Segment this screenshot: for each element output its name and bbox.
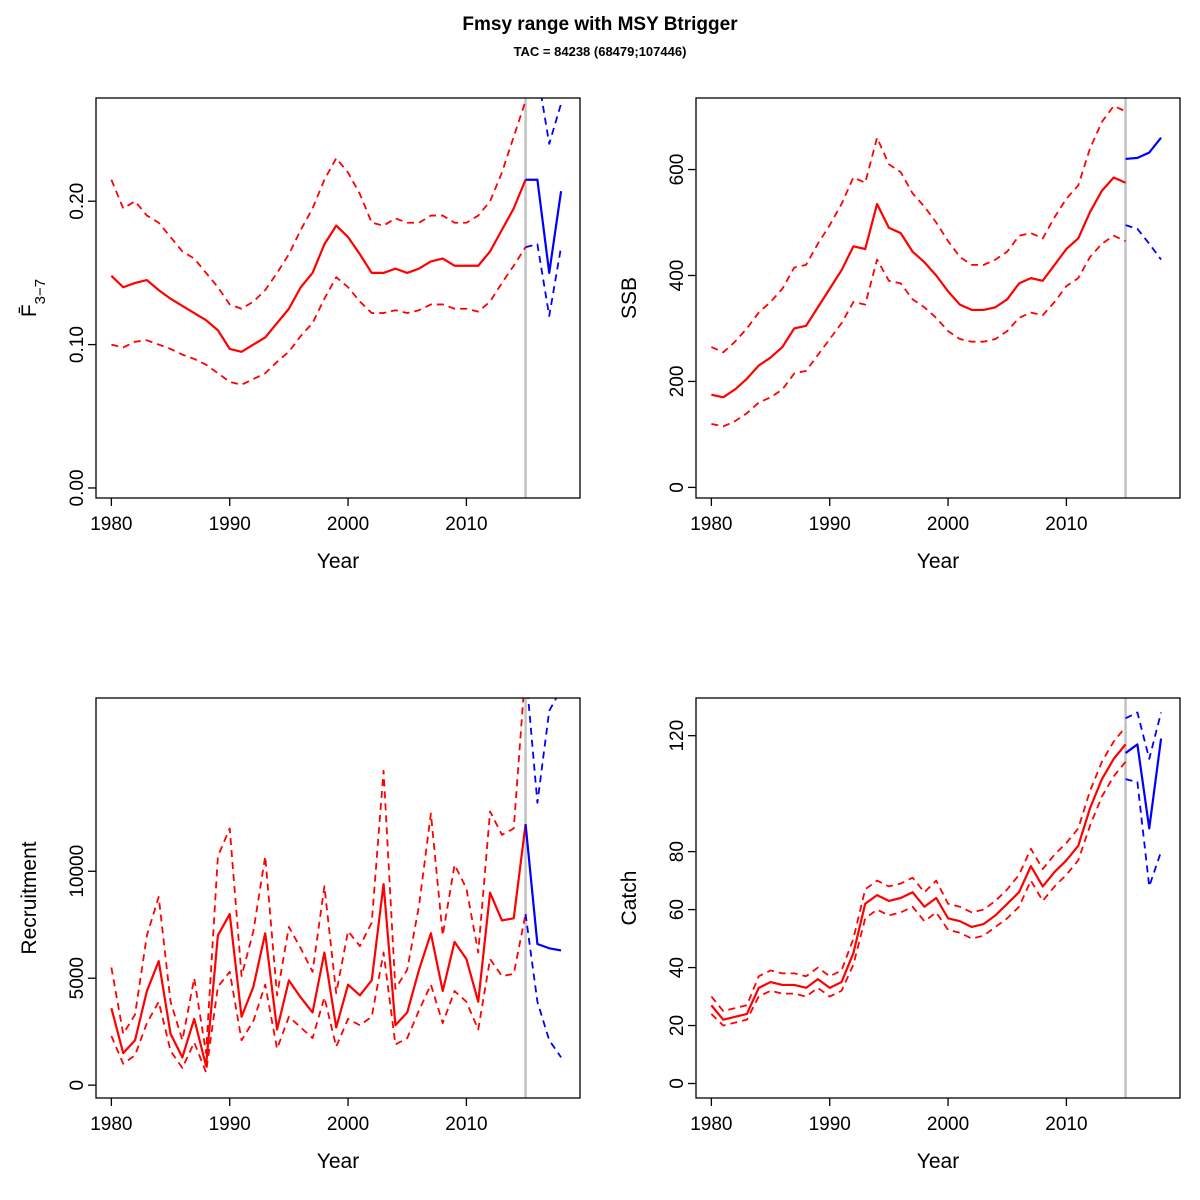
ssb-x-tick-label: 2000 bbox=[927, 514, 969, 535]
catch-y-tick-label: 20 bbox=[667, 1015, 688, 1036]
catch-history-upper-line bbox=[710, 726, 1127, 1012]
chart-title: Fmsy range with MSY Btrigger bbox=[462, 14, 738, 35]
recruitment-plot-box bbox=[95, 697, 581, 1099]
recruitment-plot: 1980 1990 2000 2010 0 5000 10000 Year Recruitmen… bbox=[18, 697, 581, 1173]
catch-panel: 1980 1990 2000 2010 0 20 40 60 80 120 Year Catch bbox=[600, 600, 1200, 1200]
catch-forecast-upper-line bbox=[1125, 711, 1162, 760]
ssb-history-median-line bbox=[711, 176, 1127, 399]
ssb-plot-box bbox=[695, 97, 1181, 499]
recruitment-panel: 1980 1990 2000 2010 0 5000 10000 Year Recruitmen… bbox=[0, 600, 600, 1200]
catch-history-lower-line bbox=[710, 761, 1127, 1027]
catch-y-tick-label: 40 bbox=[667, 957, 688, 978]
fbar-forecast-upper-line bbox=[540, 98, 562, 145]
fbar-forecast-median-line bbox=[525, 178, 563, 275]
ssb-x-tick-label: 1990 bbox=[809, 514, 851, 535]
fbar-x-tick-label: 2000 bbox=[327, 514, 369, 535]
recruitment-x-axis-title: Year bbox=[317, 1150, 359, 1173]
ssb-y-tick-label: 200 bbox=[667, 366, 688, 398]
catch-x-axis-title: Year bbox=[917, 1150, 959, 1173]
recruitment-forecast-lower-line bbox=[524, 913, 562, 1058]
ssb-panel: 1980 1990 2000 2010 0 200 400 600 Year SSB bbox=[600, 0, 1200, 600]
catch-x-tick-label: 2000 bbox=[927, 1114, 969, 1135]
ssb-x-tick-label: 1980 bbox=[690, 514, 732, 535]
catch-forecast-median-line bbox=[1124, 738, 1163, 830]
fbar-x-axis-title: Year bbox=[317, 550, 359, 573]
recruitment-x-tick-label: 2010 bbox=[445, 1114, 487, 1135]
ssb-x-tick-label: 2010 bbox=[1045, 514, 1087, 535]
catch-plot-box bbox=[695, 697, 1181, 1099]
catch-y-tick-label: 120 bbox=[667, 720, 688, 752]
catch-x-tick-label: 2010 bbox=[1045, 1114, 1087, 1135]
recruitment-history-median-line bbox=[110, 824, 527, 1068]
recruitment-forecast-median-line bbox=[524, 824, 562, 952]
ssb-forecast-upper-line bbox=[1126, 74, 1162, 85]
catch-y-tick-label: 80 bbox=[667, 841, 688, 862]
recruitment-x-tick-label: 1980 bbox=[90, 1114, 132, 1135]
recruitment-x-tick-label: 2000 bbox=[327, 1114, 369, 1135]
fbar-x-tick-label: 1990 bbox=[209, 514, 251, 535]
recruitment-history-lower-line bbox=[110, 913, 527, 1074]
fbar-x-tick-label: 1980 bbox=[90, 514, 132, 535]
fbar-history-upper-line bbox=[110, 100, 527, 310]
recruitment-history-upper-line bbox=[110, 698, 525, 1054]
ssb-y-tick-label: 400 bbox=[667, 260, 688, 292]
ssb-forecast-lower-line bbox=[1125, 224, 1162, 261]
fbar-x-tick-label: 2010 bbox=[445, 514, 487, 535]
recruitment-forecast-upper-line bbox=[527, 698, 558, 804]
recruitment-y-tick-label: 0 bbox=[67, 1080, 88, 1091]
fbar-plot-box bbox=[95, 97, 581, 499]
chart-subtitle: TAC = 84238 (68479;107446) bbox=[513, 44, 687, 59]
recruitment-y-axis-title: Recruitment bbox=[18, 841, 41, 954]
ssb-history-lower-line bbox=[711, 234, 1126, 428]
catch-y-tick-label: 0 bbox=[667, 1078, 688, 1089]
fbar-y-axis-title: F̄3−7 bbox=[18, 279, 49, 317]
fbar-plot: 1980 1990 2000 2010 0.00 0.10 0.20 Year F̄3−7 bbox=[18, 97, 581, 573]
ssb-plot: 1980 1990 2000 2010 0 200 400 600 Year SSB bbox=[618, 74, 1181, 573]
recruitment-y-tick-label: 10000 bbox=[67, 845, 88, 898]
fbar-y-tick-label: 0.10 bbox=[67, 326, 88, 363]
fbar-history-lower-line bbox=[111, 246, 527, 386]
catch-forecast-lower-line bbox=[1125, 778, 1162, 888]
ssb-y-axis-title: SSB bbox=[618, 277, 641, 319]
catch-history-median-line bbox=[710, 743, 1127, 1021]
catch-y-tick-label: 60 bbox=[667, 899, 688, 920]
recruitment-x-tick-label: 1990 bbox=[209, 1114, 251, 1135]
fbar-y-tick-label: 0.20 bbox=[67, 183, 88, 220]
ssb-history-upper-line bbox=[711, 105, 1126, 354]
catch-y-axis-title: Catch bbox=[618, 871, 641, 926]
ssb-y-tick-label: 0 bbox=[667, 482, 688, 493]
fbar-panel: 1980 1990 2000 2010 0.00 0.10 0.20 Year F̄3−7 bbox=[0, 0, 600, 600]
ssb-y-tick-label: 600 bbox=[667, 154, 688, 186]
catch-x-tick-label: 1990 bbox=[809, 1114, 851, 1135]
catch-x-tick-label: 1980 bbox=[690, 1114, 732, 1135]
ssb-forecast-median-line bbox=[1125, 137, 1162, 161]
fbar-forecast-lower-line bbox=[525, 243, 562, 317]
fbar-history-median-line bbox=[110, 179, 527, 353]
fbar-y-tick-label: 0.00 bbox=[67, 469, 88, 506]
ssb-x-axis-title: Year bbox=[917, 550, 959, 573]
catch-plot: 1980 1990 2000 2010 0 20 40 60 80 120 Year Catch bbox=[618, 697, 1181, 1173]
recruitment-y-tick-label: 5000 bbox=[67, 957, 88, 999]
